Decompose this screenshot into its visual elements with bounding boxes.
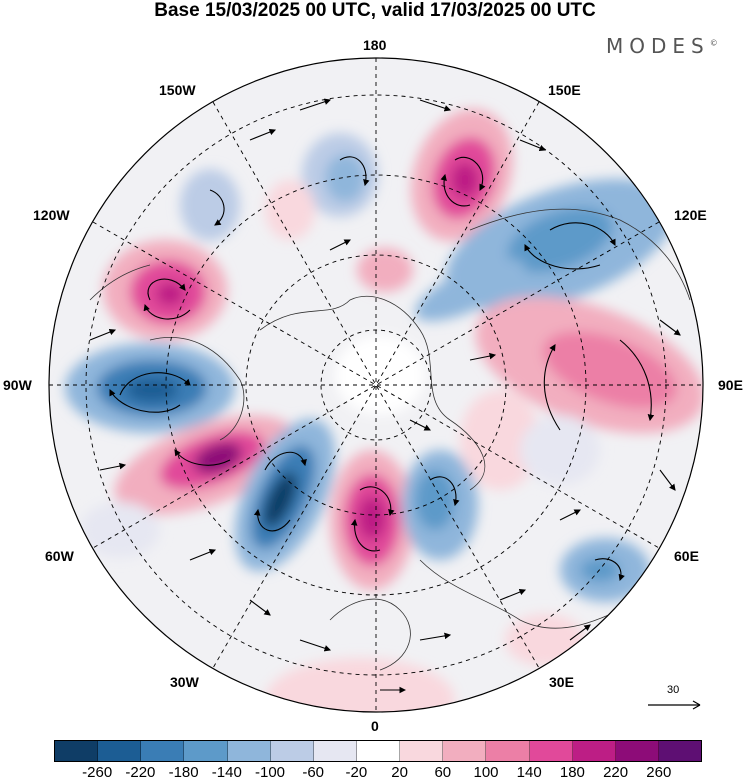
colorbar-swatch [486, 741, 530, 761]
map-boundary [48, 57, 704, 713]
colorbar-swatch [529, 741, 573, 761]
colorbar-tick-label: 260 [646, 764, 672, 781]
colorbar-ticks: -260 -220 -180 -140 -100 -60 -20 20 60 100 140 180 2… [54, 764, 702, 782]
colorbar-tick-label: 220 [603, 764, 629, 781]
colorbar-swatch [356, 741, 401, 761]
colorbar-swatch [572, 741, 616, 761]
colorbar-tick-label: 20 [391, 764, 408, 781]
colorbar-swatch [184, 741, 228, 761]
lon-label-60w: 60W [45, 548, 74, 564]
lon-label-30w: 30W [170, 674, 199, 690]
vector-reference-arrow [648, 700, 701, 710]
lon-label-30e: 30E [549, 674, 574, 690]
brand-name: MODES [606, 34, 710, 58]
colorbar-swatch [98, 741, 142, 761]
vector-reference-label: 30 [667, 684, 680, 696]
colorbar-swatch [443, 741, 487, 761]
map-title: Base 15/03/2025 00 UTC, valid 17/03/2025… [154, 0, 596, 21]
colorbar-swatch [141, 741, 185, 761]
colorbar-tick-label: 140 [516, 764, 542, 781]
lon-label-120e: 120E [674, 207, 707, 223]
colorbar-tick-label: 180 [559, 764, 585, 781]
colorbar-tick-label: -260 [82, 764, 113, 781]
lon-label-60e: 60E [674, 548, 699, 564]
lon-label-150w: 150W [159, 82, 196, 98]
colorbar-tick-label: -180 [168, 764, 199, 781]
colorbar-tick-label: -220 [125, 764, 156, 781]
colorbar-tick-label: 100 [473, 764, 499, 781]
colorbar-tick-label: -140 [211, 764, 242, 781]
wind-vectors [89, 98, 681, 694]
lon-label-90w: 90W [3, 377, 32, 393]
graticule [49, 58, 703, 712]
lon-label-120w: 120W [33, 207, 70, 223]
lon-label-90e: 90E [718, 377, 743, 393]
colorbar-tick-label: 60 [434, 764, 452, 781]
lon-label-180: 180 [363, 37, 387, 53]
colorbar-tick-label: -60 [302, 764, 325, 781]
colorbar [54, 740, 702, 762]
colorbar-swatch [227, 741, 271, 761]
colorbar-swatch [615, 741, 659, 761]
copyright-mark: © [709, 38, 718, 48]
colorbar-swatch [400, 741, 444, 761]
colorbar-tick-label: -20 [345, 764, 368, 781]
polar-map [48, 57, 704, 713]
colorbar-tick-label: -100 [254, 764, 286, 781]
coastlines [89, 208, 691, 671]
lon-label-0: 0 [371, 718, 379, 734]
anomaly-field [49, 58, 703, 712]
colorbar-swatch [313, 741, 357, 761]
colorbar-swatch [270, 741, 314, 761]
lon-label-150e: 150E [548, 82, 581, 98]
brand-logo: MODES© [606, 34, 718, 58]
colorbar-swatch [55, 741, 99, 761]
colorbar-swatch [658, 741, 702, 761]
